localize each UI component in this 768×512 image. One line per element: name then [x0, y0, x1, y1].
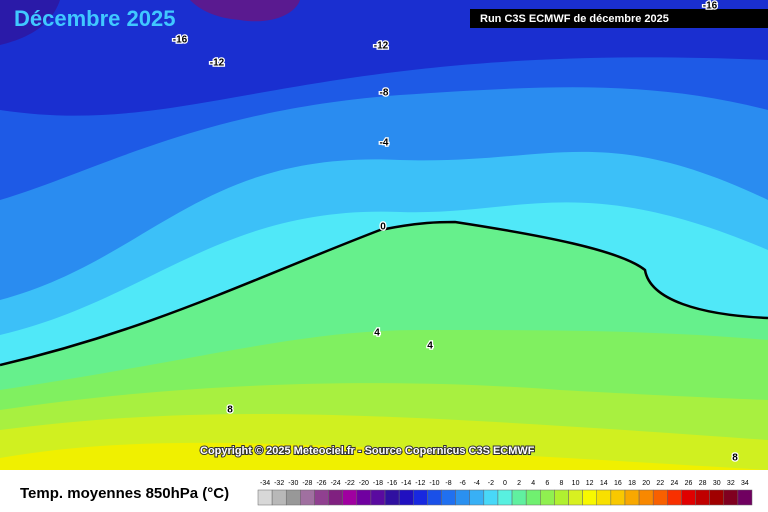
color-swatch — [723, 489, 739, 506]
color-swatch — [370, 489, 386, 506]
color-swatch — [511, 489, 527, 506]
color-swatch — [356, 489, 372, 506]
scale-label: -6 — [460, 480, 466, 487]
scale-label: 28 — [699, 480, 707, 487]
cold-area — [0, 0, 60, 45]
contour-label: -8 — [380, 88, 389, 99]
scale-label: -30 — [288, 480, 298, 487]
color-swatch — [314, 489, 329, 506]
scale-label: -24 — [331, 480, 341, 487]
zero-isotherm — [0, 220, 768, 367]
color-swatch — [681, 489, 696, 506]
scale-label: -22 — [345, 480, 355, 487]
color-swatch — [624, 489, 640, 506]
scale-label: 14 — [600, 480, 608, 487]
color-swatch — [300, 489, 315, 506]
color-swatch — [582, 489, 597, 506]
scale-label: 2 — [517, 480, 521, 487]
color-swatch — [667, 489, 682, 506]
color-swatch — [441, 489, 456, 506]
temp-band — [0, 442, 768, 470]
scale-label: -32 — [274, 480, 284, 487]
color-swatch — [525, 489, 541, 506]
color-swatch — [257, 489, 273, 506]
scale-label: -28 — [302, 480, 312, 487]
color-swatch — [497, 489, 513, 506]
contour-label: -4 — [380, 138, 389, 149]
scale-label: -2 — [488, 480, 494, 487]
color-swatch — [596, 489, 612, 506]
color-swatch — [328, 489, 343, 506]
contour-label: -16 — [173, 35, 188, 46]
color-swatch — [271, 489, 287, 506]
scale-label: 4 — [531, 480, 535, 487]
color-swatch — [540, 489, 555, 506]
scale-label: -12 — [415, 480, 425, 487]
color-scale: -34 -32 -30 -28 -26 -24 -22 -20 -18 -16 -14 -12 -10-… — [257, 480, 753, 506]
scale-label: 18 — [628, 480, 636, 487]
contour-labels: -16 -12 -12 -8 -4 0 4 4 8 -16 8 — [172, 0, 740, 465]
contour-label: -12 — [210, 58, 225, 69]
scale-label: 22 — [656, 480, 664, 487]
color-swatch — [455, 489, 470, 506]
contour-label: 8 — [227, 405, 233, 416]
scale-label: 32 — [727, 480, 735, 487]
scale-label: -34 — [260, 480, 270, 487]
contour-label: 4 — [374, 328, 380, 339]
scale-label: 30 — [713, 480, 721, 487]
color-swatch — [398, 489, 414, 506]
contour-label: 4 — [427, 341, 433, 352]
contour-label: 8 — [732, 453, 738, 464]
color-swatch — [384, 489, 400, 506]
color-swatch — [285, 489, 301, 506]
color-swatch — [483, 489, 499, 506]
scale-label: 8 — [560, 480, 564, 487]
color-swatch — [469, 489, 485, 506]
scale-label: -16 — [387, 480, 397, 487]
scale-label: 16 — [614, 480, 622, 487]
scale-label: 0 — [503, 480, 507, 487]
contour-label: 0 — [380, 222, 386, 233]
color-swatch — [427, 489, 442, 506]
run-box — [470, 9, 768, 28]
color-swatch — [568, 489, 583, 506]
run-label: Run C3S ECMWF de décembre 2025 — [480, 13, 669, 25]
scale-label: 24 — [670, 480, 678, 487]
scale-label: -18 — [373, 480, 383, 487]
legend-title: Temp. moyennes 850hPa (°C) — [20, 485, 229, 502]
color-swatch — [652, 489, 668, 506]
scale-label: 6 — [545, 480, 549, 487]
scale-label: 26 — [685, 480, 693, 487]
scale-label: 34 — [741, 480, 749, 487]
contour-label: -12 — [374, 41, 389, 52]
scale-label: 12 — [586, 480, 594, 487]
color-swatch — [610, 489, 626, 506]
color-swatch — [342, 489, 358, 506]
color-swatch — [709, 489, 725, 506]
color-swatch — [554, 489, 569, 506]
color-swatch — [638, 489, 654, 506]
scale-label: 20 — [642, 480, 650, 487]
cold-area — [190, 0, 300, 22]
map-title: Décembre 2025 — [14, 6, 175, 31]
color-swatch — [737, 489, 753, 506]
scale-label: 10 — [572, 480, 580, 487]
color-swatch — [413, 489, 428, 506]
scale-label: -14 — [401, 480, 411, 487]
contour-label: -16 — [703, 1, 718, 12]
scale-label: -20 — [359, 480, 369, 487]
copyright: Copyright © 2025 Meteociel.fr - Source C… — [200, 445, 535, 457]
scale-label: -26 — [316, 480, 326, 487]
scale-label: -10 — [429, 480, 439, 487]
color-swatch — [695, 489, 710, 506]
scale-label: -8 — [445, 480, 451, 487]
scale-label: -4 — [474, 480, 480, 487]
